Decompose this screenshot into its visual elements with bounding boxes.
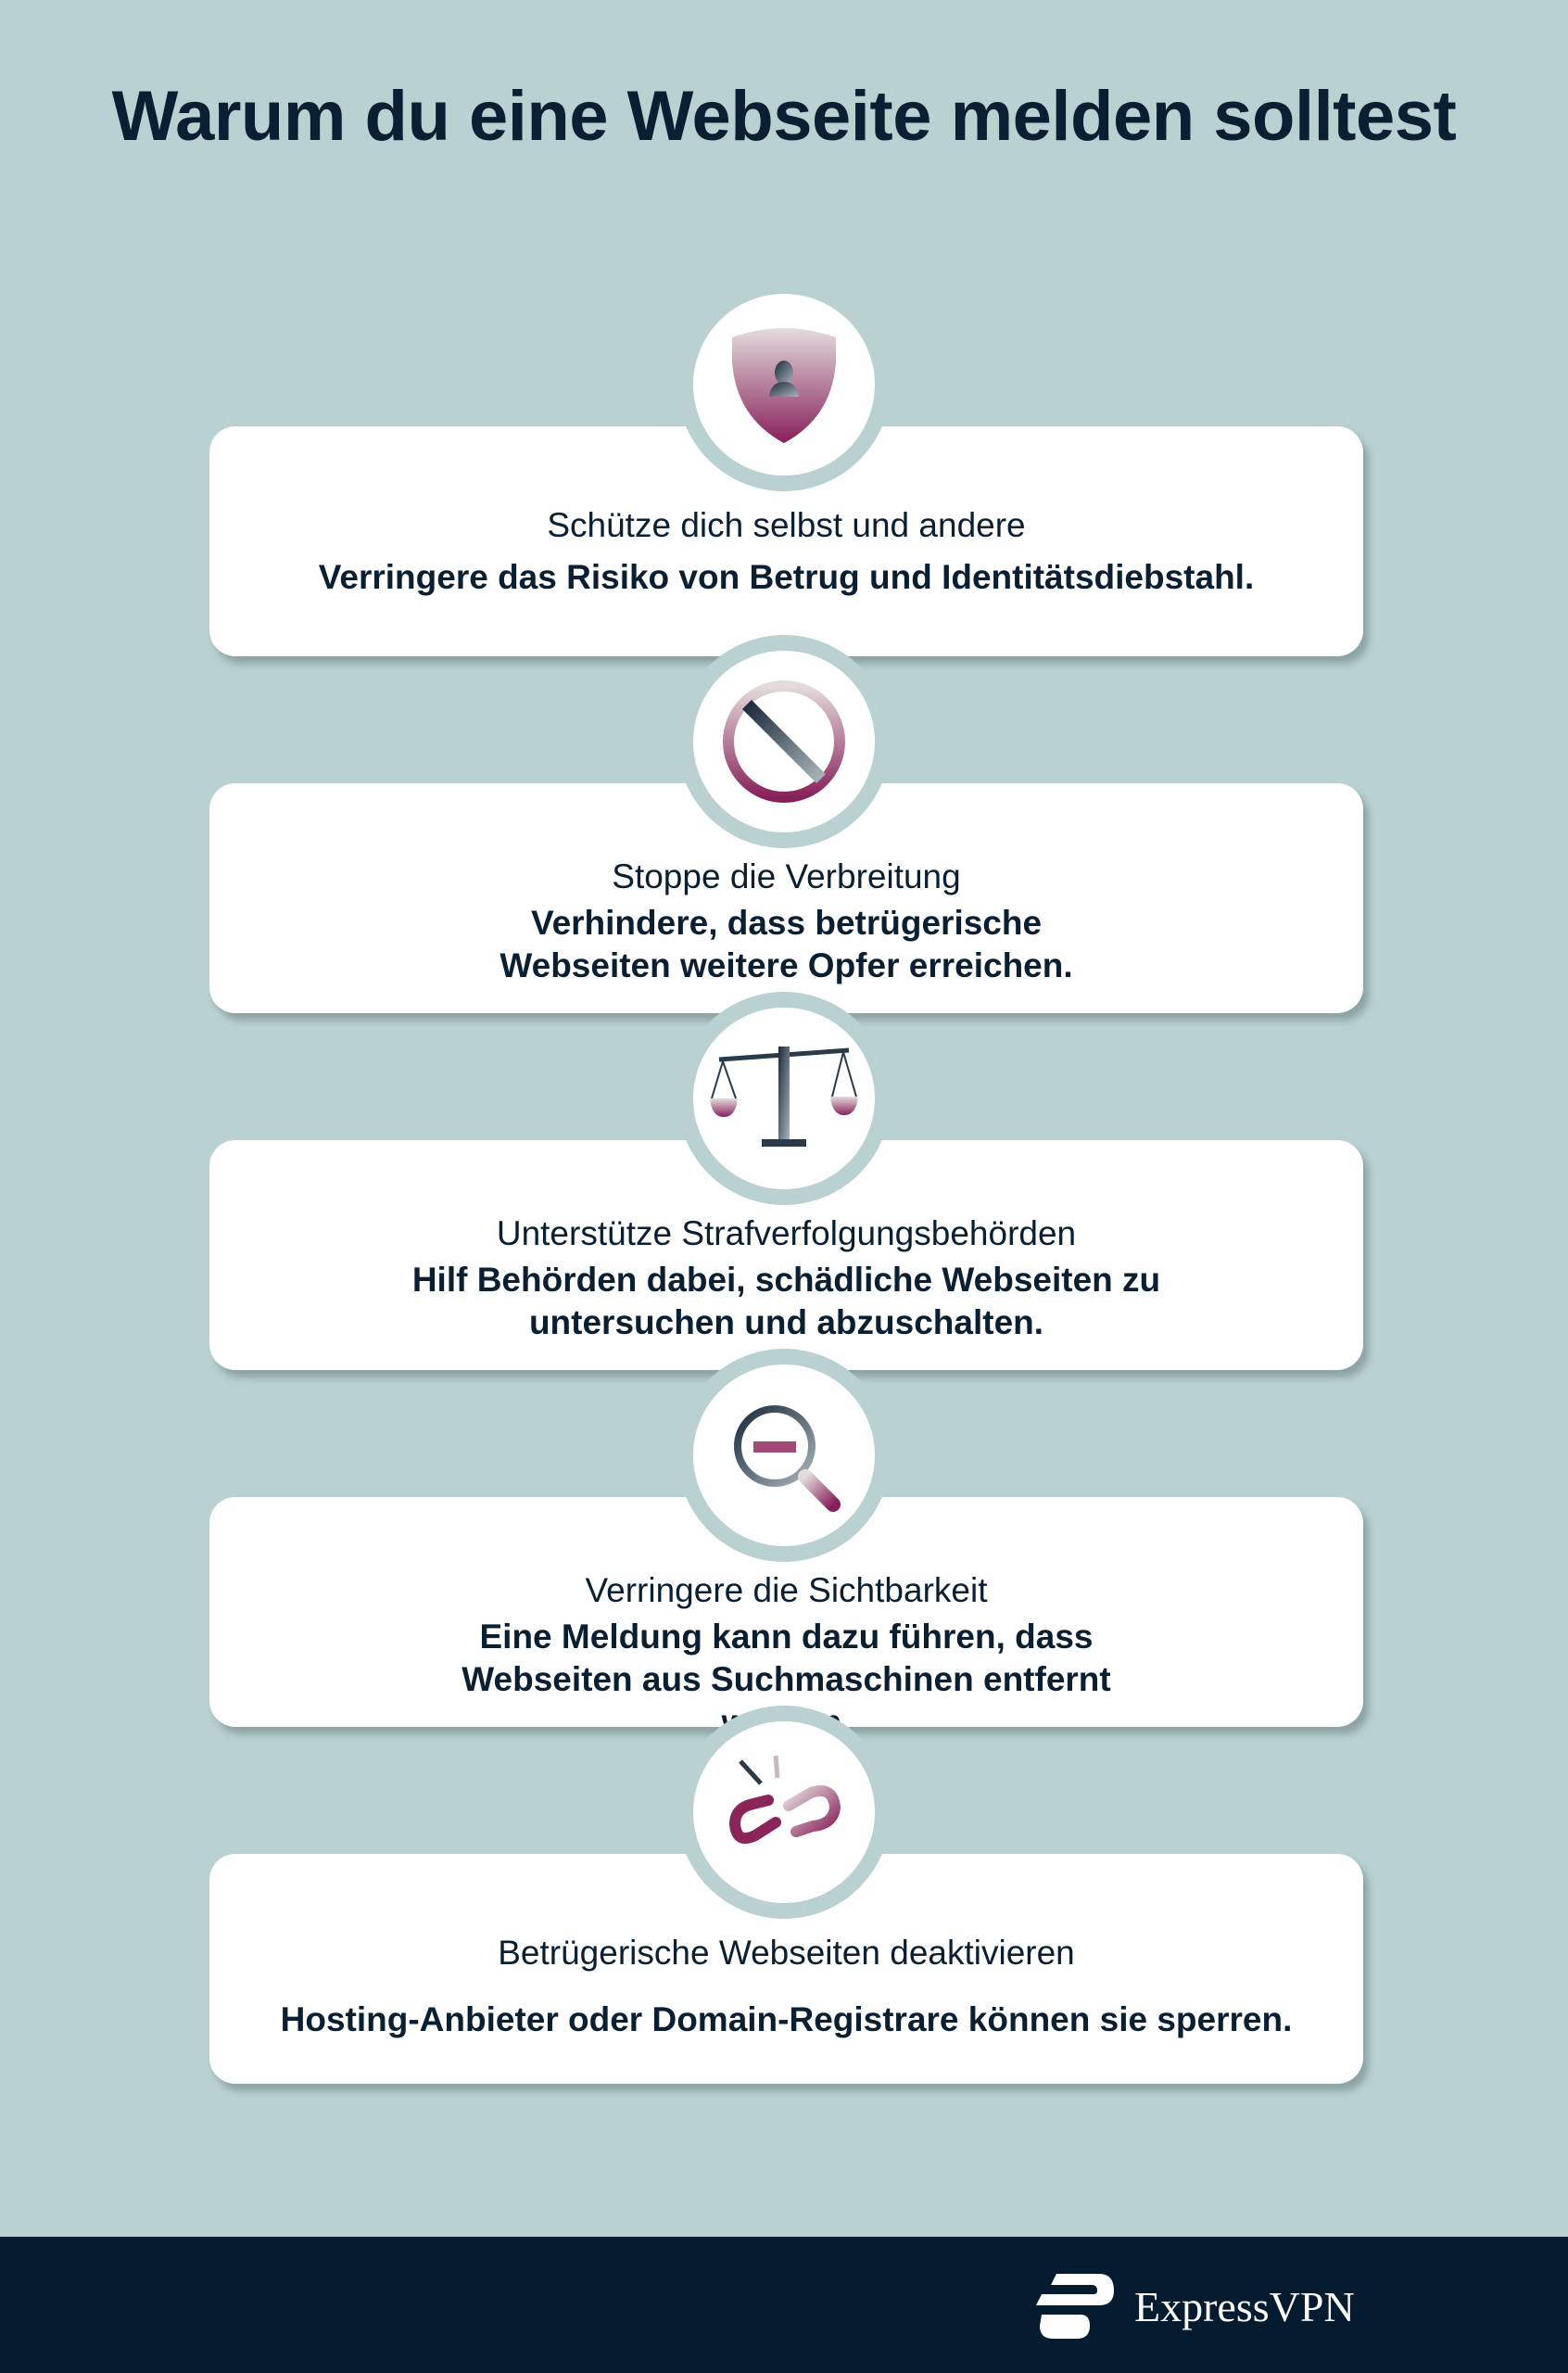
icon-badge xyxy=(677,1706,891,1919)
expressvpn-logo-icon xyxy=(1036,2274,1114,2339)
card-heading: Unterstütze Strafverfolgungsbehörden xyxy=(496,1214,1077,1252)
card-text: Eine Meldung kann dazu führen, dass Webs… xyxy=(462,1618,1111,1741)
footer: ExpressVPN xyxy=(0,2237,1568,2373)
card-text: Verringere das Risiko von Betrug und Ide… xyxy=(318,558,1255,596)
card-text: Hosting-Anbieter oder Domain-Registrare … xyxy=(280,2000,1293,2038)
icon-badge xyxy=(677,635,891,848)
icon-badge xyxy=(677,278,891,491)
card-heading: Betrügerische Webseiten deaktivieren xyxy=(498,1934,1075,1972)
card-text: Hilf Behörden dabei, schädliche Webseite… xyxy=(411,1261,1161,1341)
broken-link-icon xyxy=(728,1755,841,1844)
card-heading: Schütze dich selbst und andere xyxy=(547,506,1026,544)
icon-badge xyxy=(677,992,891,1205)
magnifier-minus-icon xyxy=(734,1405,841,1512)
card-heading: Stoppe die Verbreitung xyxy=(612,857,961,895)
page-title: Warum du eine Webseite melden solltest xyxy=(111,77,1457,156)
icon-badge xyxy=(677,1349,891,1562)
card-heading: Verringere die Sichtbarkeit xyxy=(585,1571,988,1609)
scales-icon xyxy=(710,1047,858,1147)
prohibited-icon xyxy=(723,680,845,803)
shield-user-icon xyxy=(732,328,836,443)
expressvpn-logo: ExpressVPN xyxy=(1036,2274,1355,2339)
card-text: Verhindere, dass betrügerische Webseiten… xyxy=(499,904,1073,984)
brand-name: ExpressVPN xyxy=(1134,2282,1355,2330)
